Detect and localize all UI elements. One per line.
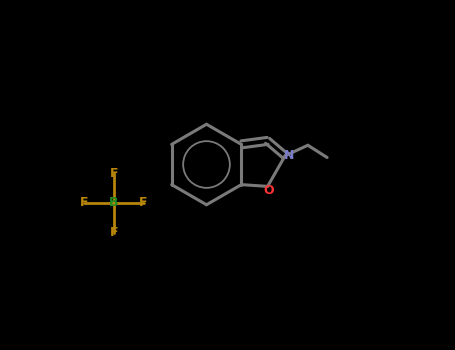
Text: F: F: [139, 196, 148, 210]
Text: B: B: [109, 196, 118, 210]
Text: F: F: [80, 196, 88, 210]
Text: O: O: [263, 184, 274, 197]
Text: F: F: [110, 226, 118, 239]
Text: F: F: [110, 167, 118, 180]
Text: N: N: [284, 149, 294, 162]
